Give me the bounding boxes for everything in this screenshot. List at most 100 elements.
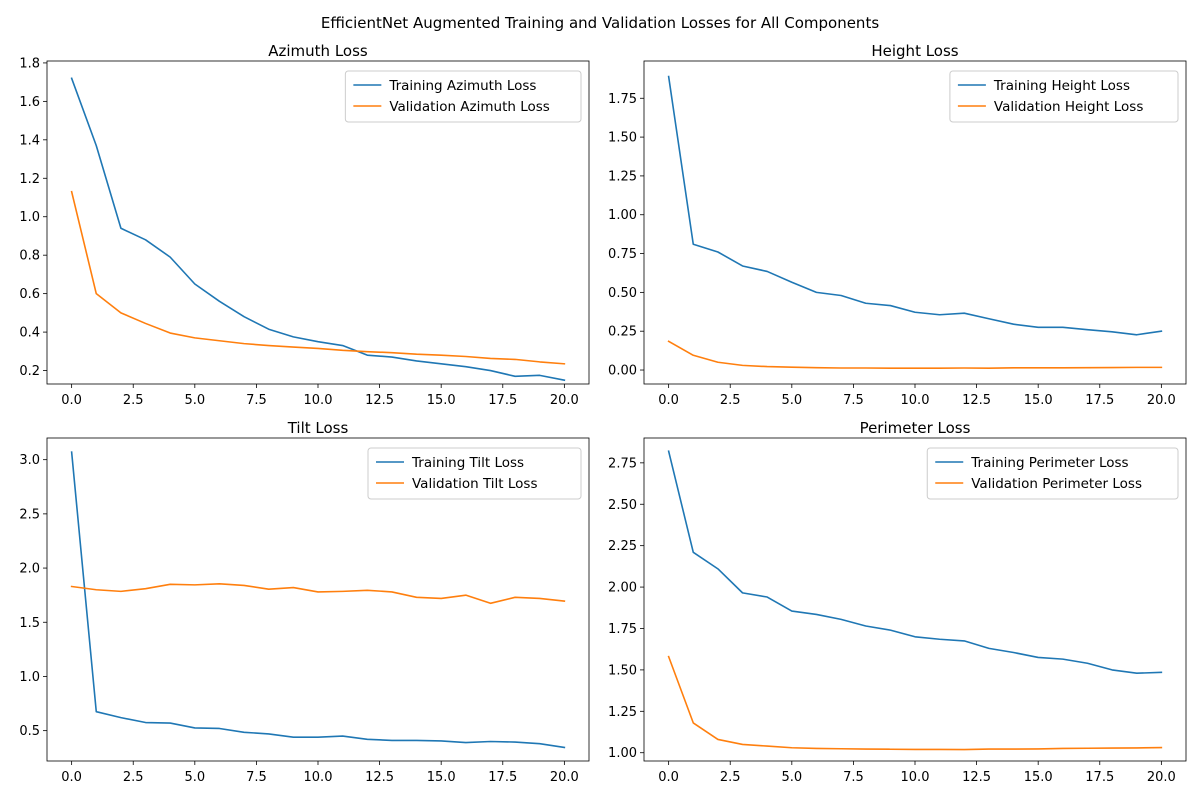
validation-perimeter-loss-legend-label: Validation Perimeter Loss xyxy=(971,476,1142,492)
y-tick-label: 1.8 xyxy=(19,56,40,71)
y-tick-label: 1.50 xyxy=(608,131,637,146)
y-tick-label: 0.50 xyxy=(608,286,637,301)
x-tick-label: 17.5 xyxy=(1085,770,1114,785)
x-tick-label: 7.5 xyxy=(246,770,267,785)
tilt-loss-panel: Tilt Loss 0.0 2.5 5.0 7.5 10.0 12.5 15.0 17.5 20.… xyxy=(19,419,590,785)
height-loss-panel: Height Loss 0.0 2.5 5.0 7.5 10.0 12.5 15.0 17.5 2… xyxy=(608,42,1187,408)
x-tick-label: 5.0 xyxy=(781,393,802,408)
y-tick-label: 1.00 xyxy=(608,208,637,223)
training-height-loss-line xyxy=(667,75,1163,336)
x-tick-label: 5.0 xyxy=(184,393,205,408)
x-tick-label: 20.0 xyxy=(1147,770,1176,785)
y-tick-label: 0.2 xyxy=(19,364,40,379)
x-tick-label: 17.5 xyxy=(488,393,517,408)
y-tick-label: 2.75 xyxy=(608,456,637,471)
azimuth-loss-title: Azimuth Loss xyxy=(268,42,368,60)
azimuth-loss-panel: Azimuth Loss 0.0 2.5 5.0 7.5 10.0 12.5 15.0 17.5… xyxy=(19,42,590,408)
x-tick-label: 20.0 xyxy=(550,770,579,785)
y-tick-label: 0.75 xyxy=(608,247,637,262)
validation-tilt-loss-legend-label: Validation Tilt Loss xyxy=(412,476,537,492)
x-tick-label: 0.0 xyxy=(658,393,679,408)
x-tick-label: 15.0 xyxy=(427,770,456,785)
azimuth-loss-axes-frame xyxy=(46,60,590,385)
y-tick-label: 1.75 xyxy=(608,622,637,637)
perimeter-loss-title: Perimeter Loss xyxy=(860,419,971,437)
azimuth-loss-legend: Training Azimuth Loss Validation Azimuth … xyxy=(344,70,582,123)
x-tick-label: 12.5 xyxy=(962,770,991,785)
x-tick-label: 17.5 xyxy=(488,770,517,785)
x-tick-label: 15.0 xyxy=(427,393,456,408)
validation-azimuth-loss-legend-label: Validation Azimuth Loss xyxy=(389,99,549,115)
perimeter-loss-axes-frame xyxy=(643,437,1187,762)
x-tick-label: 17.5 xyxy=(1085,393,1114,408)
x-tick-label: 15.0 xyxy=(1024,393,1053,408)
tilt-loss-title: Tilt Loss xyxy=(287,419,349,437)
x-tick-label: 5.0 xyxy=(781,770,802,785)
x-tick-label: 2.5 xyxy=(123,770,144,785)
legend-frame xyxy=(367,447,582,500)
x-tick-label: 7.5 xyxy=(843,770,864,785)
y-tick-label: 1.2 xyxy=(19,172,40,187)
y-tick-label: 2.50 xyxy=(608,498,637,513)
figure-title: EfficientNet Augmented Training and Vali… xyxy=(321,14,879,32)
y-tick-label: 2.0 xyxy=(19,562,40,577)
y-tick-label: 1.6 xyxy=(19,95,40,110)
tilt-loss-legend: Training Tilt Loss Validation Tilt Loss xyxy=(367,447,582,500)
training-perimeter-loss-legend-label: Training Perimeter Loss xyxy=(970,455,1128,471)
perimeter-loss-panel: Perimeter Loss 0.0 2.5 5.0 7.5 10.0 12.5 15.0 17… xyxy=(608,419,1187,785)
legend-frame xyxy=(344,70,582,123)
x-tick-label: 12.5 xyxy=(365,393,394,408)
perimeter-loss-legend: Training Perimeter Loss Validation Perime… xyxy=(926,447,1179,500)
x-tick-label: 0.0 xyxy=(61,770,82,785)
x-tick-label: 5.0 xyxy=(184,770,205,785)
x-tick-label: 0.0 xyxy=(658,770,679,785)
y-tick-label: 1.00 xyxy=(608,746,637,761)
x-tick-label: 20.0 xyxy=(1147,393,1176,408)
legend-frame xyxy=(926,447,1179,500)
training-tilt-loss-legend-label: Training Tilt Loss xyxy=(411,455,524,471)
validation-perimeter-loss-line xyxy=(667,655,1163,751)
x-tick-label: 10.0 xyxy=(901,770,930,785)
x-tick-label: 10.0 xyxy=(304,770,333,785)
y-tick-label: 1.25 xyxy=(608,169,637,184)
height-loss-legend: Training Height Loss Validation Height Lo… xyxy=(949,70,1179,123)
validation-height-loss-line xyxy=(667,340,1163,369)
y-tick-label: 3.0 xyxy=(19,453,40,468)
x-tick-label: 12.5 xyxy=(962,393,991,408)
height-loss-title: Height Loss xyxy=(871,42,958,60)
y-tick-label: 1.50 xyxy=(608,663,637,678)
y-tick-label: 2.25 xyxy=(608,539,637,554)
x-tick-label: 2.5 xyxy=(720,393,741,408)
y-tick-label: 2.5 xyxy=(19,507,40,522)
y-tick-label: 0.5 xyxy=(19,724,40,739)
training-height-loss-legend-label: Training Height Loss xyxy=(993,78,1130,94)
x-tick-label: 20.0 xyxy=(550,393,579,408)
y-tick-label: 1.0 xyxy=(19,210,40,225)
legend-frame xyxy=(949,70,1179,123)
validation-height-loss-legend-label: Validation Height Loss xyxy=(994,99,1143,115)
x-tick-label: 2.5 xyxy=(720,770,741,785)
y-tick-label: 1.5 xyxy=(19,616,40,631)
x-tick-label: 7.5 xyxy=(246,393,267,408)
y-tick-label: 1.4 xyxy=(19,133,40,148)
training-perimeter-loss-line xyxy=(667,450,1163,675)
height-loss-axes-frame xyxy=(643,60,1187,385)
training-azimuth-loss-line xyxy=(70,77,566,382)
y-tick-label: 1.75 xyxy=(608,92,637,107)
x-tick-label: 12.5 xyxy=(365,770,394,785)
training-tilt-loss-line xyxy=(70,451,566,749)
y-tick-label: 0.8 xyxy=(19,249,40,264)
x-tick-label: 10.0 xyxy=(901,393,930,408)
validation-azimuth-loss-line xyxy=(70,190,566,365)
x-tick-label: 2.5 xyxy=(123,393,144,408)
y-tick-label: 2.00 xyxy=(608,581,637,596)
y-tick-label: 1.25 xyxy=(608,705,637,720)
subplot-grid: Azimuth Loss 0.0 2.5 5.0 7.5 10.0 12.5 15.0 17.5… xyxy=(19,42,1187,785)
tilt-loss-axes-frame xyxy=(46,437,590,762)
training-azimuth-loss-legend-label: Training Azimuth Loss xyxy=(388,78,536,94)
y-tick-label: 0.00 xyxy=(608,364,637,379)
x-tick-label: 10.0 xyxy=(304,393,333,408)
x-tick-label: 7.5 xyxy=(843,393,864,408)
x-tick-label: 0.0 xyxy=(61,393,82,408)
